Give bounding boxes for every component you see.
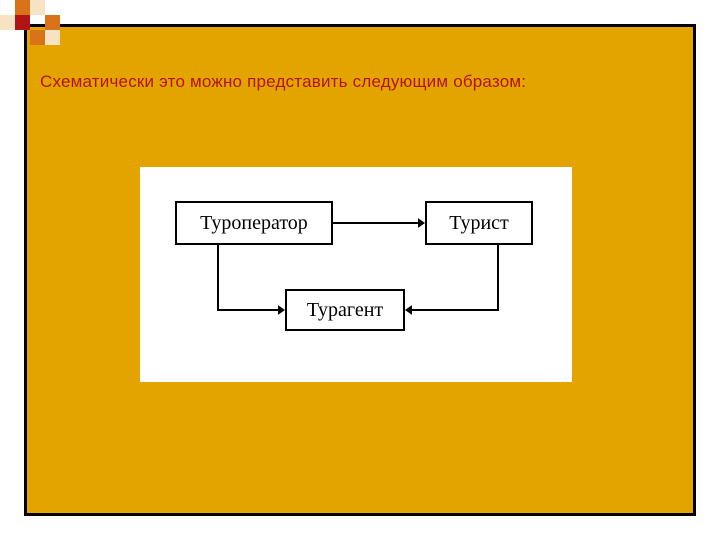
deco-square [0, 15, 15, 30]
deco-square [15, 15, 30, 30]
deco-square [15, 0, 30, 15]
deco-square [30, 0, 45, 15]
deco-square [45, 30, 60, 45]
diagram-edges [140, 167, 572, 382]
deco-square [45, 15, 60, 30]
diagram-node-agent: Турагент [285, 289, 405, 331]
diagram-node-operator: Туроператор [175, 201, 333, 245]
deco-square [30, 30, 45, 45]
diagram-node-tourist: Турист [425, 201, 533, 245]
corner-decoration [0, 0, 90, 45]
diagram-panel: Туроператор Турист Турагент [140, 167, 572, 382]
slide-title: Схематически это можно представить следу… [40, 72, 680, 92]
